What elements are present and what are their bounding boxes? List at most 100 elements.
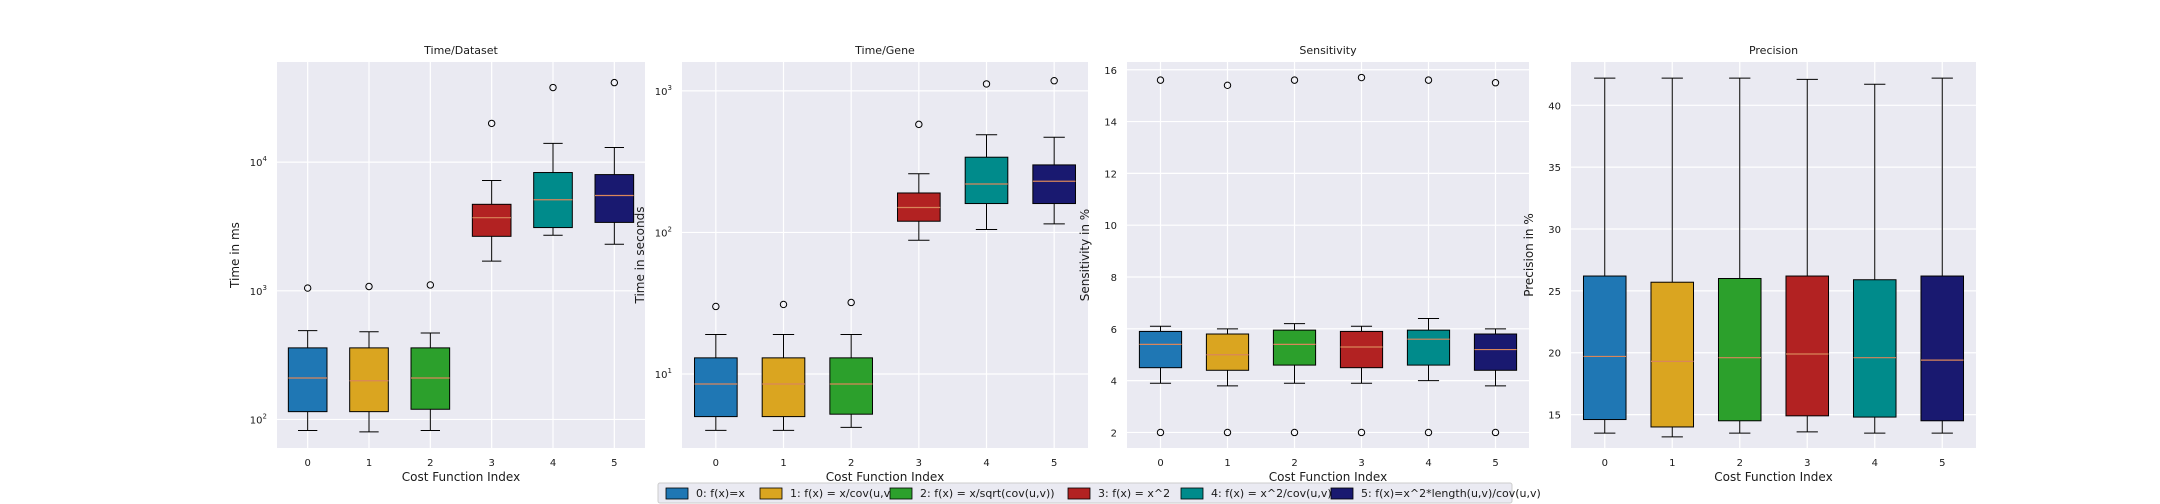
legend-swatch xyxy=(759,487,783,500)
outlier-point xyxy=(915,120,923,129)
x-tick-label: 4 xyxy=(1425,458,1431,469)
chart-title: Precision xyxy=(1749,44,1798,57)
chart-title: Time/Gene xyxy=(854,44,915,57)
box-1 xyxy=(761,300,806,431)
outlier-point xyxy=(1491,428,1500,437)
outlier-point xyxy=(1223,428,1232,437)
y-tick-label: 8 xyxy=(1111,273,1117,284)
x-tick-label: 4 xyxy=(550,458,556,469)
x-axis-label: Cost Function Index xyxy=(402,470,520,484)
y-tick-exponent: 2 xyxy=(263,412,267,420)
x-tick-label: 0 xyxy=(1157,458,1163,469)
x-tick-label: 4 xyxy=(1872,458,1878,469)
box-1 xyxy=(349,282,389,433)
x-tick-label: 2 xyxy=(848,458,854,469)
box-5 xyxy=(1032,77,1076,225)
y-axis-label: Sensitivity in % xyxy=(1078,209,1092,301)
box-body xyxy=(1582,275,1627,421)
x-tick-label: 4 xyxy=(983,458,989,469)
box-body xyxy=(1920,275,1965,422)
x-tick-label: 1 xyxy=(1669,458,1675,469)
box-body xyxy=(471,203,512,237)
legend-swatch xyxy=(1067,487,1091,500)
box-body xyxy=(287,347,328,413)
x-tick-label: 3 xyxy=(1358,458,1364,469)
chart-title: Time/Dataset xyxy=(423,44,498,57)
box-body xyxy=(594,174,635,223)
legend-label: 3: f(x) = x^2 xyxy=(1098,487,1170,500)
outlier-point xyxy=(1290,428,1299,437)
box-body xyxy=(1785,275,1830,417)
x-tick-label: 1 xyxy=(366,458,372,469)
y-tick-base: 10 xyxy=(250,415,263,426)
y-tick-base: 10 xyxy=(655,228,668,239)
box-body xyxy=(1339,330,1384,369)
box-2 xyxy=(1272,76,1317,437)
plot-background xyxy=(1571,62,1976,448)
legend-label: 1: f(x) = x/cov(u,v) xyxy=(790,487,894,500)
y-tick-label: 103 xyxy=(655,84,672,98)
y-tick-label: 2 xyxy=(1111,428,1117,439)
box-4 xyxy=(964,80,1009,230)
y-tick-exponent: 2 xyxy=(668,225,672,233)
y-tick-base: 10 xyxy=(250,158,263,169)
outlier-point xyxy=(1290,76,1299,84)
box-body xyxy=(694,357,738,418)
box-body xyxy=(1272,329,1317,366)
outlier-point xyxy=(1357,73,1366,82)
box-body xyxy=(349,347,389,413)
x-tick-label: 0 xyxy=(1602,458,1608,469)
box-3 xyxy=(1785,78,1830,433)
y-tick-label: 14 xyxy=(1104,118,1117,129)
outlier-point xyxy=(549,83,557,92)
x-tick-label: 2 xyxy=(1737,458,1743,469)
x-axis-label: Cost Function Index xyxy=(826,470,944,484)
y-tick-base: 10 xyxy=(655,87,668,98)
box-0 xyxy=(1138,76,1183,437)
y-tick-label: 101 xyxy=(655,367,672,381)
box-5 xyxy=(1473,79,1518,437)
box-2 xyxy=(829,298,873,428)
box-5 xyxy=(1920,77,1965,434)
legend-label: 0: f(x)=x xyxy=(696,487,745,500)
legend-entry-1: 1: f(x) = x/cov(u,v) xyxy=(759,487,894,500)
y-tick-label: 104 xyxy=(250,155,268,169)
y-tick-base: 10 xyxy=(250,287,263,298)
y-tick-label: 6 xyxy=(1111,325,1117,336)
box-body xyxy=(1852,279,1897,418)
outlier-point xyxy=(1491,79,1500,87)
outlier-point xyxy=(982,80,991,88)
box-3 xyxy=(471,119,512,262)
y-axis-label: Time in ms xyxy=(228,222,242,289)
x-tick-label: 3 xyxy=(1804,458,1810,469)
outlier-point xyxy=(1050,77,1058,85)
legend-swatch xyxy=(1330,487,1354,500)
y-tick-label: 12 xyxy=(1104,169,1117,180)
legend-label: 2: f(x) = x/sqrt(cov(u,v)) xyxy=(920,487,1055,500)
outlier-point xyxy=(610,78,619,87)
y-tick-label: 30 xyxy=(1548,225,1561,236)
box-0 xyxy=(287,284,328,432)
y-tick-label: 102 xyxy=(250,412,267,426)
outlier-point xyxy=(779,300,788,309)
y-tick-label: 4 xyxy=(1111,377,1117,388)
box-4 xyxy=(1406,76,1451,437)
box-body xyxy=(1473,333,1518,371)
box-body xyxy=(1650,281,1695,428)
outlier-point xyxy=(1156,428,1165,437)
x-tick-label: 3 xyxy=(488,458,494,469)
outlier-point xyxy=(1156,76,1165,84)
x-axis-label: Cost Function Index xyxy=(1714,470,1832,484)
box-4 xyxy=(533,83,573,236)
box-body xyxy=(1205,333,1250,371)
y-tick-label: 103 xyxy=(250,284,267,298)
plot-background xyxy=(277,62,645,448)
y-tick-exponent: 4 xyxy=(263,155,268,163)
outlier-point xyxy=(847,298,855,307)
y-axis-label: Time in seconds xyxy=(633,207,647,305)
y-tick-label: 16 xyxy=(1104,66,1117,77)
